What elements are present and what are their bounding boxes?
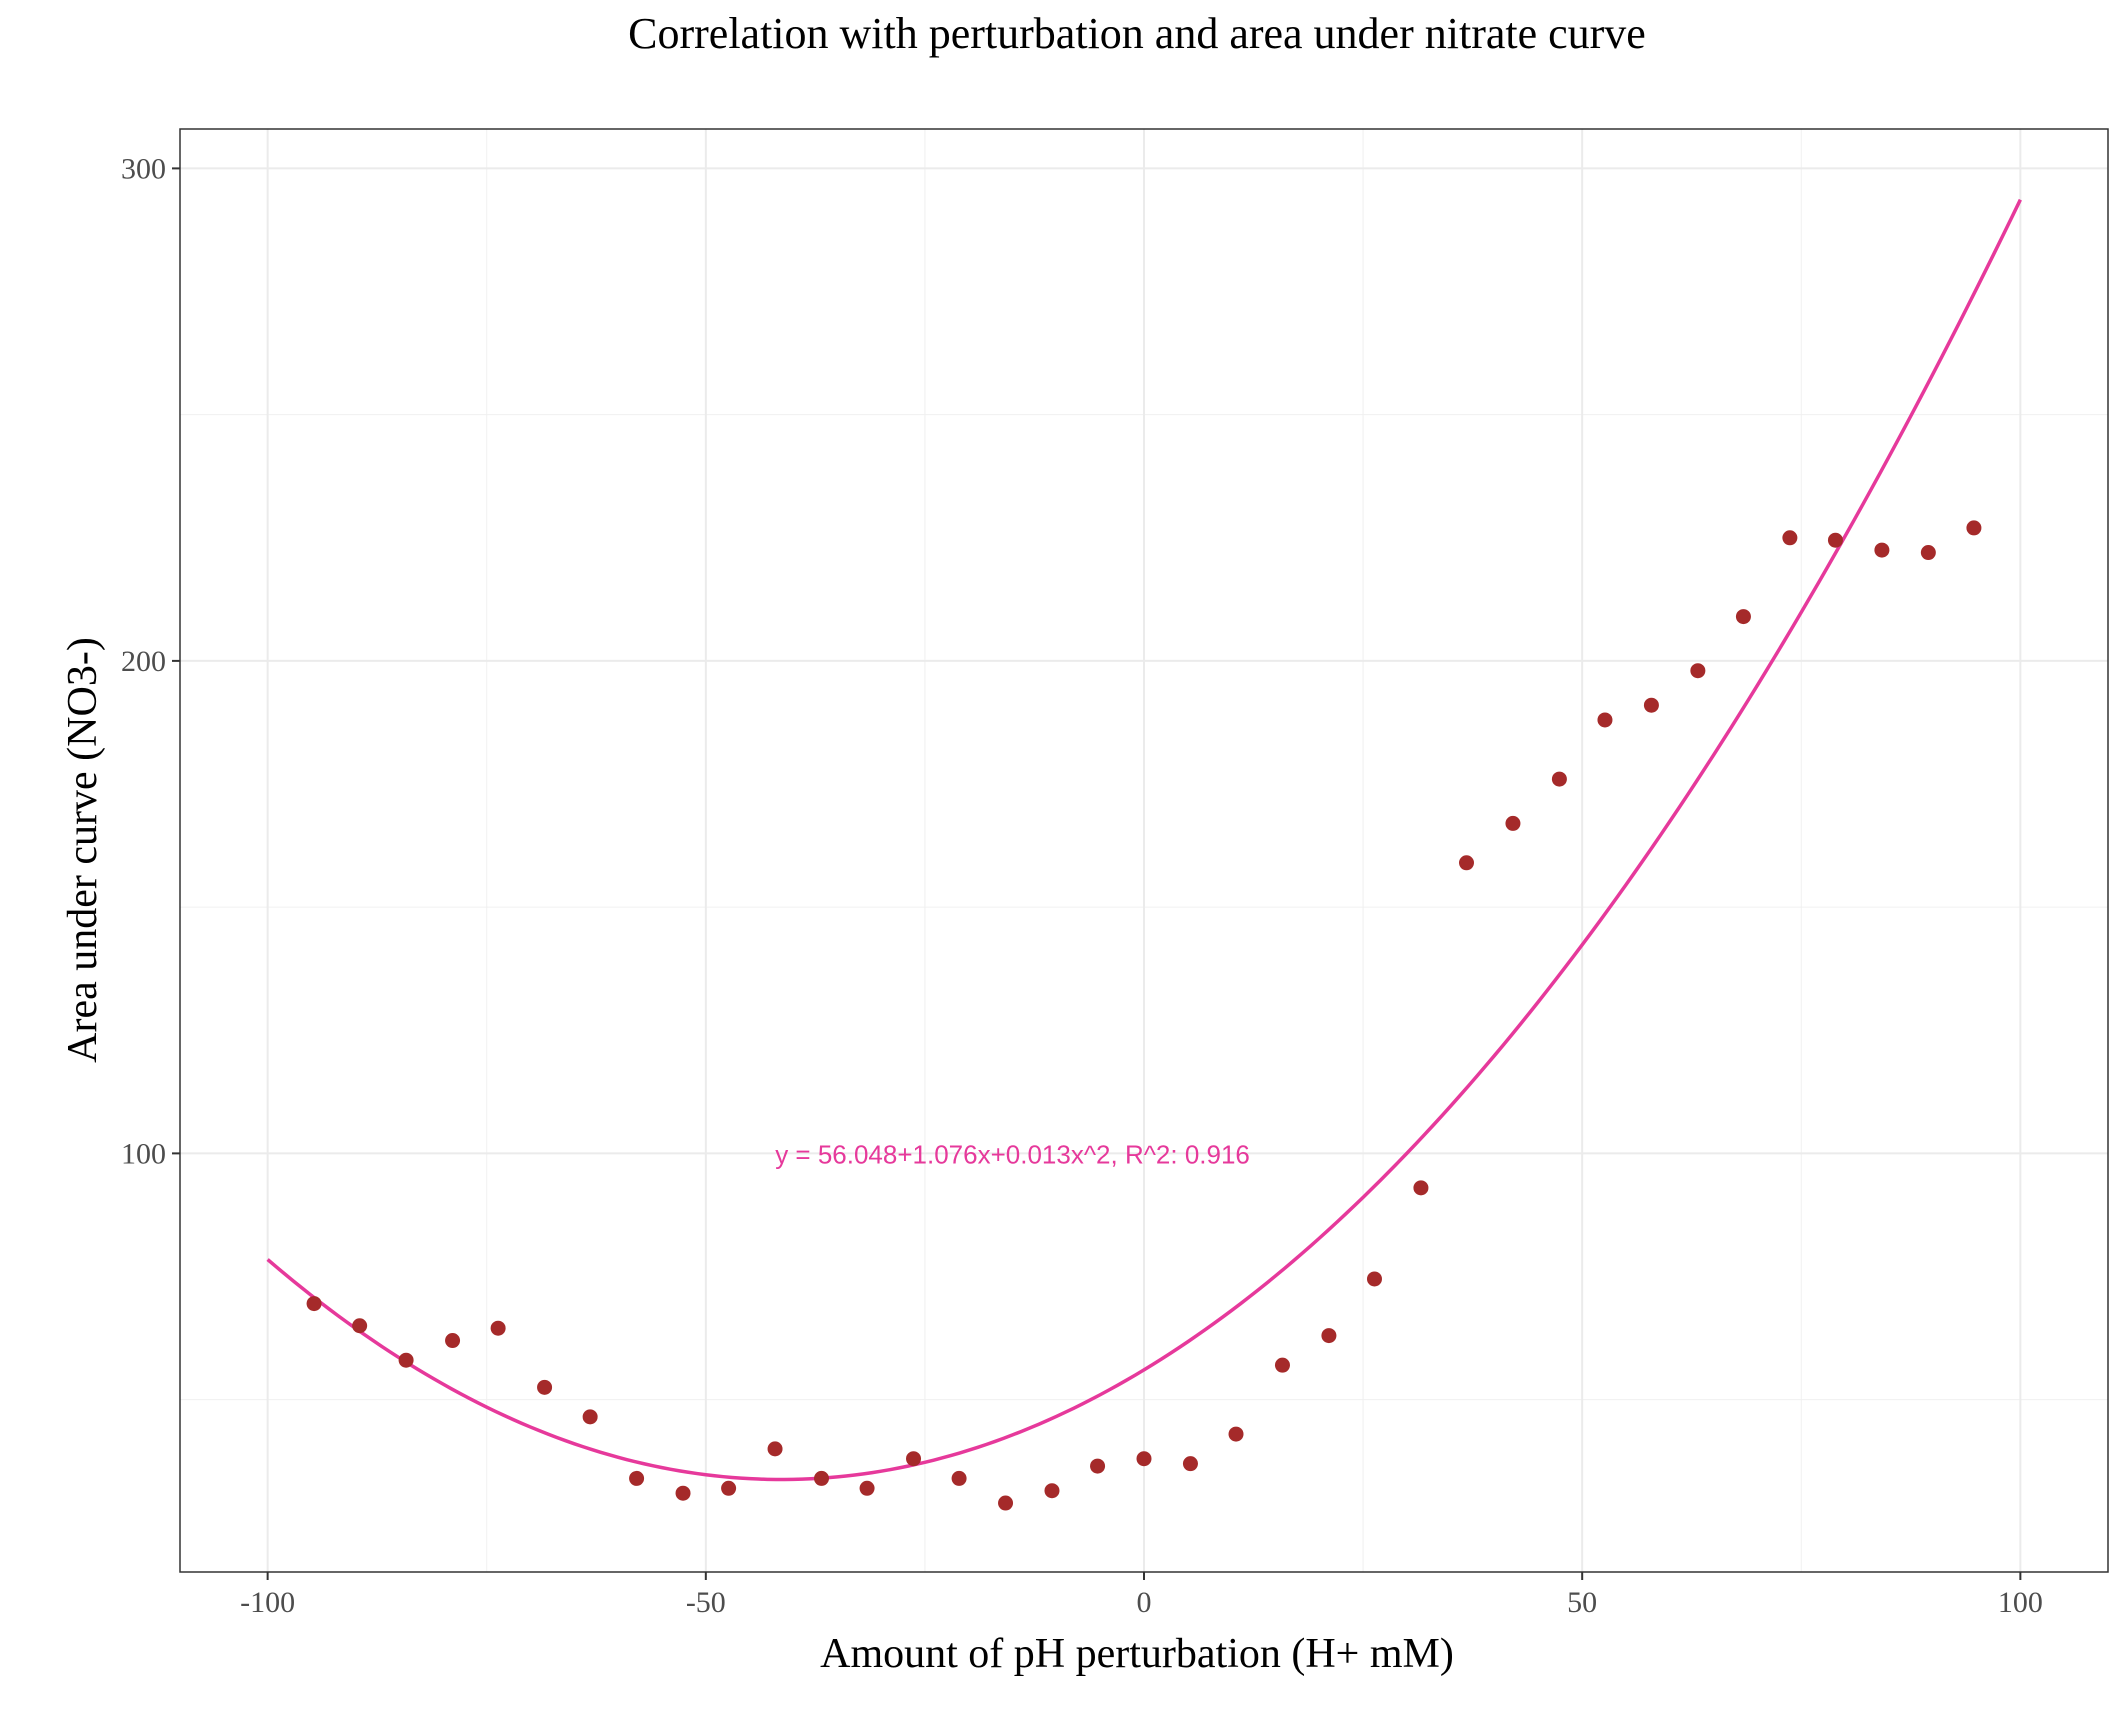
x-tick-label: 50 <box>1567 1586 1597 1619</box>
data-point <box>1366 1271 1382 1287</box>
data-point <box>352 1318 368 1334</box>
data-point <box>1782 530 1798 546</box>
x-axis: -100 -50 0 50 100 <box>240 1572 2043 1619</box>
data-point <box>629 1470 645 1486</box>
x-tick-label: 0 <box>1137 1586 1152 1619</box>
x-tick-label: 100 <box>1998 1586 2043 1619</box>
data-point <box>998 1495 1014 1511</box>
data-point <box>1274 1357 1290 1373</box>
data-point <box>1551 771 1567 787</box>
fit-curve-layer <box>266 198 2022 1482</box>
y-tick-label: 300 <box>121 152 166 185</box>
data-point <box>1090 1458 1106 1474</box>
data-point <box>1413 1180 1429 1196</box>
data-point <box>721 1480 737 1496</box>
data-point <box>675 1485 691 1501</box>
data-point <box>951 1470 967 1486</box>
plot-panel: y = 56.048+1.076x+0.013x^2, R^2: 0.916 <box>179 128 2109 1573</box>
fit-curve <box>266 198 2022 1482</box>
data-point <box>1966 520 1982 536</box>
data-point <box>1044 1483 1060 1499</box>
fit-equation-label: y = 56.048+1.076x+0.013x^2, R^2: 0.916 <box>775 1139 1250 1169</box>
data-point <box>306 1296 322 1312</box>
data-point <box>490 1320 506 1336</box>
data-point <box>537 1379 553 1395</box>
data-point <box>1321 1328 1337 1344</box>
data-point <box>906 1451 922 1467</box>
data-point <box>1735 609 1751 625</box>
chart-title: Correlation with perturbation and area u… <box>628 9 1646 58</box>
y-tick-label: 200 <box>121 645 166 678</box>
data-point <box>398 1352 414 1368</box>
data-point <box>1690 663 1706 679</box>
data-point <box>1920 545 1936 561</box>
data-point <box>445 1333 461 1349</box>
data-point <box>1827 532 1843 548</box>
data-point <box>813 1470 829 1486</box>
data-point <box>582 1409 598 1425</box>
x-tick-label: -100 <box>240 1586 295 1619</box>
data-point <box>1505 815 1521 831</box>
data-point <box>859 1480 875 1496</box>
data-point <box>767 1441 783 1457</box>
data-point <box>1182 1456 1198 1472</box>
x-axis-title: Amount of pH perturbation (H+ mM) <box>820 1631 1454 1677</box>
y-tick-label: 100 <box>121 1137 166 1170</box>
data-point <box>1136 1451 1152 1467</box>
y-axis-title: Area under curve (NO3-) <box>60 637 106 1063</box>
x-tick-label: -50 <box>686 1586 726 1619</box>
data-points <box>306 520 1982 1511</box>
data-point <box>1643 697 1659 713</box>
y-axis: 100 200 300 <box>121 152 180 1170</box>
grid-lines <box>180 129 2108 1572</box>
data-point <box>1874 542 1890 558</box>
data-point <box>1228 1426 1244 1442</box>
data-point <box>1597 712 1613 728</box>
data-point <box>1459 855 1475 871</box>
